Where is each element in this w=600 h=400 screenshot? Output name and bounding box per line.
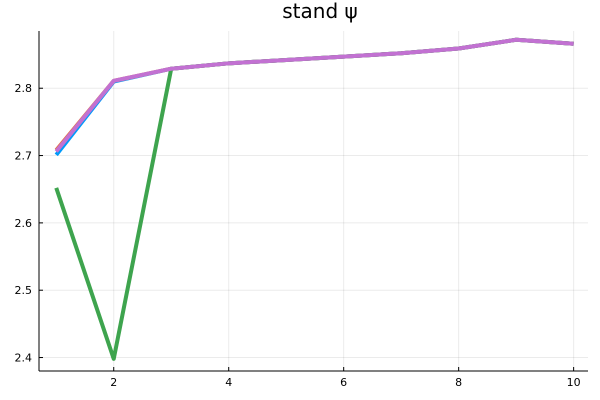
y-tick-label: 2.5	[15, 284, 33, 297]
chart-title: stand ψ	[282, 0, 357, 23]
x-tick-label: 6	[340, 376, 347, 389]
y-tick-label: 2.4	[15, 352, 33, 365]
x-tick-label: 10	[567, 376, 581, 389]
y-tick-label: 2.8	[15, 82, 33, 95]
x-tick-label: 4	[225, 376, 232, 389]
series-line-3	[54, 37, 574, 361]
series-line-4	[54, 37, 574, 153]
x-tick-label: 2	[110, 376, 117, 389]
tick-labels: 2 4 6 8 10 2.4 2.5 2.6 2.7 2.8	[15, 82, 581, 389]
axes	[38, 31, 588, 372]
y-tick-label: 2.6	[15, 217, 33, 230]
series-layer	[54, 37, 574, 361]
x-tick-label: 8	[455, 376, 462, 389]
y-tick-label: 2.7	[15, 150, 33, 163]
grid	[39, 31, 588, 371]
